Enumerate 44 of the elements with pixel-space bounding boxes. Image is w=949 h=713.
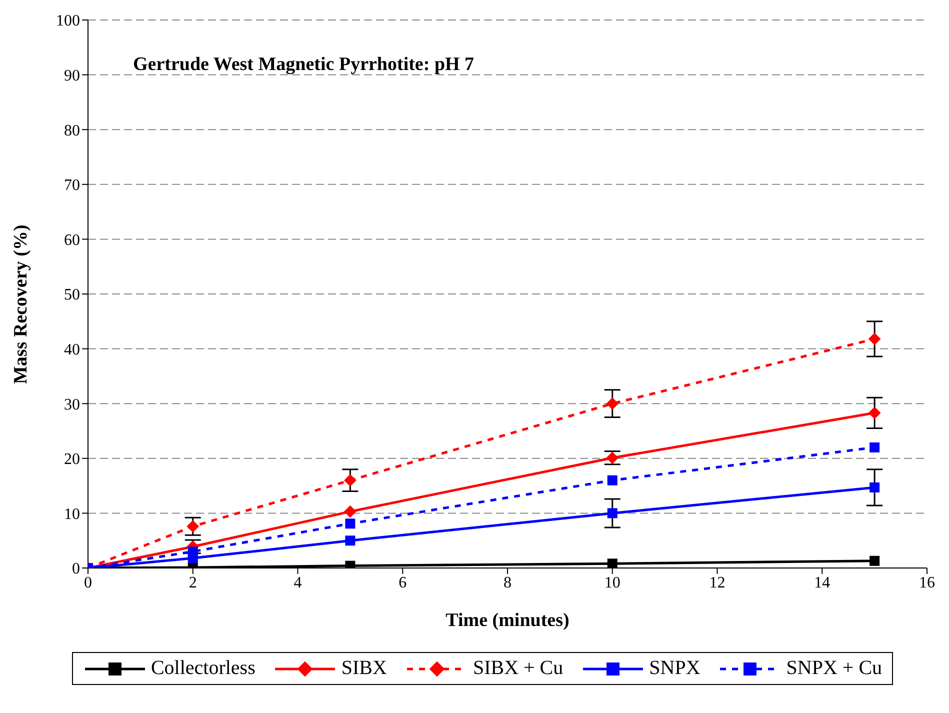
point bbox=[868, 332, 881, 345]
x-tick-label: 10 bbox=[604, 574, 620, 592]
point bbox=[607, 475, 618, 486]
y-tick-label: 20 bbox=[64, 451, 80, 468]
point bbox=[606, 398, 618, 410]
x-tick-label: 16 bbox=[919, 574, 935, 592]
point bbox=[870, 556, 880, 566]
legend-label: SNPX bbox=[649, 657, 700, 680]
y-tick-label: 10 bbox=[64, 506, 80, 523]
legend-label: SIBX + Cu bbox=[472, 657, 564, 680]
y-tick-label: 100 bbox=[56, 12, 80, 30]
x-tick-label: 6 bbox=[398, 574, 407, 592]
y-tick-label: 0 bbox=[72, 560, 80, 578]
point bbox=[186, 520, 199, 532]
point bbox=[345, 536, 356, 546]
y-tick-label: 30 bbox=[64, 396, 80, 414]
y-tick-label: 40 bbox=[64, 341, 80, 358]
x-tick-label: 12 bbox=[709, 574, 726, 592]
point bbox=[868, 406, 881, 419]
legend-label: Collectorless bbox=[150, 657, 256, 680]
point bbox=[870, 482, 880, 492]
x-axis-title: Time (minutes) bbox=[446, 610, 570, 631]
legend-label: SIBX bbox=[341, 657, 387, 680]
legend-label: SNPX + Cu bbox=[786, 657, 882, 680]
x-tick-label: 4 bbox=[294, 574, 302, 592]
point bbox=[607, 508, 618, 518]
x-tick-label: 0 bbox=[84, 574, 92, 592]
point bbox=[188, 546, 198, 557]
point bbox=[344, 506, 356, 518]
y-tick-label: 50 bbox=[64, 286, 80, 304]
text: Gertrude West Magnetic Pyrrhotite: pH 7 bbox=[133, 54, 475, 75]
x-tick-label: 8 bbox=[504, 574, 512, 592]
point bbox=[344, 474, 356, 486]
point bbox=[607, 558, 618, 568]
y-axis-title: Mass Recovery (%) bbox=[10, 224, 32, 384]
point bbox=[870, 442, 880, 452]
x-tick-label: 2 bbox=[188, 574, 197, 592]
point bbox=[345, 518, 356, 529]
y-tick-label: 70 bbox=[64, 177, 80, 194]
y-tick-label: 80 bbox=[64, 122, 80, 140]
point bbox=[606, 452, 618, 464]
x-tick-label: 14 bbox=[814, 574, 830, 592]
y-tick-label: 90 bbox=[64, 67, 80, 84]
y-tick-label: 60 bbox=[64, 232, 80, 249]
